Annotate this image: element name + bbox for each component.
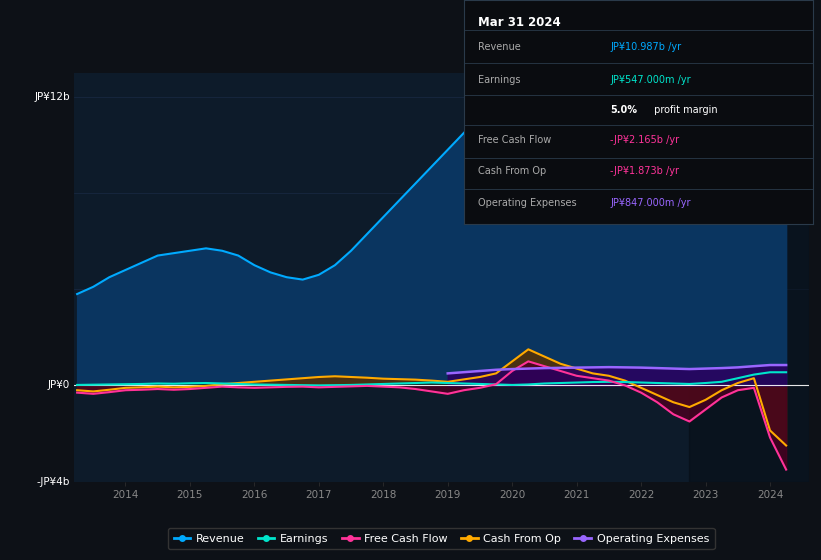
Text: Revenue: Revenue <box>478 42 521 52</box>
Text: Earnings: Earnings <box>478 74 521 85</box>
Text: JP¥547.000m /yr: JP¥547.000m /yr <box>610 74 691 85</box>
Text: -JP¥2.165b /yr: -JP¥2.165b /yr <box>610 135 680 145</box>
Text: Free Cash Flow: Free Cash Flow <box>478 135 551 145</box>
Text: -JP¥4b: -JP¥4b <box>37 477 71 487</box>
Text: 5.0%: 5.0% <box>610 105 637 115</box>
Text: JP¥0: JP¥0 <box>48 380 71 390</box>
Text: Operating Expenses: Operating Expenses <box>478 198 576 208</box>
Text: JP¥10.987b /yr: JP¥10.987b /yr <box>610 42 681 52</box>
Legend: Revenue, Earnings, Free Cash Flow, Cash From Op, Operating Expenses: Revenue, Earnings, Free Cash Flow, Cash … <box>168 528 714 549</box>
Text: JP¥847.000m /yr: JP¥847.000m /yr <box>610 198 691 208</box>
Text: -JP¥1.873b /yr: -JP¥1.873b /yr <box>610 166 680 176</box>
Bar <box>690 73 809 482</box>
Text: Cash From Op: Cash From Op <box>478 166 546 176</box>
Text: JP¥12b: JP¥12b <box>34 92 71 102</box>
Text: profit margin: profit margin <box>650 105 718 115</box>
Text: Mar 31 2024: Mar 31 2024 <box>478 16 561 29</box>
